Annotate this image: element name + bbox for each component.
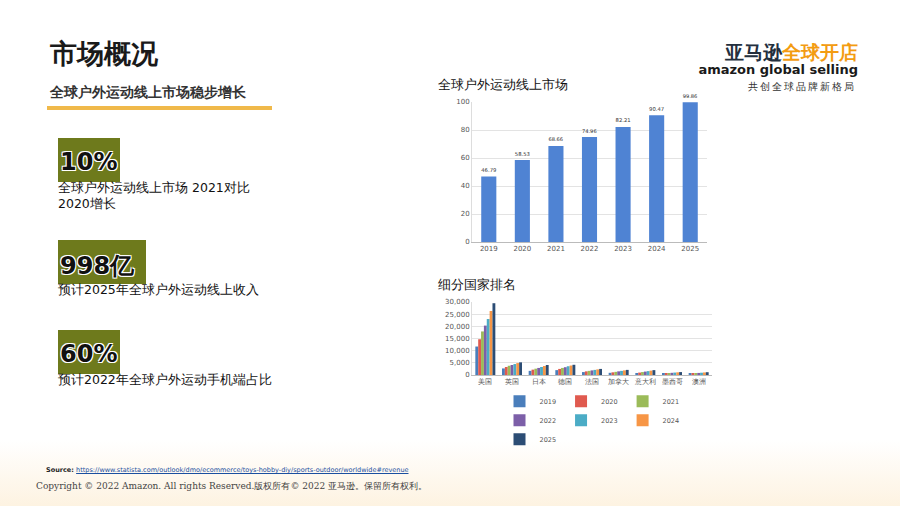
svg-text:80: 80 [461, 126, 470, 134]
svg-text:2022: 2022 [581, 245, 599, 253]
svg-text:2020: 2020 [601, 398, 618, 406]
html-text:全球户外运动线上市场稳步增长: 全球户外运动线上市场稳步增长 [50, 84, 246, 100]
html-text:amazon global selling: amazon global selling [698, 62, 858, 77]
html-text:998亿: 998亿 [60, 252, 135, 280]
html-text:共创全球品牌新格局: 共创全球品牌新格局 [748, 81, 856, 92]
svg-text:日本: 日本 [532, 378, 546, 386]
svg-text:99.86: 99.86 [683, 93, 698, 99]
svg-text:2025: 2025 [681, 245, 699, 253]
svg-text:74.96: 74.96 [582, 128, 597, 134]
svg-text:5,000: 5,000 [450, 359, 470, 367]
svg-text:10,000: 10,000 [445, 347, 470, 355]
svg-text:细分国家排名: 细分国家排名 [438, 277, 516, 292]
svg-text:2025: 2025 [540, 436, 557, 444]
svg-text:全球户外运动线上市场: 全球户外运动线上市场 [438, 77, 568, 92]
svg-text:2024: 2024 [663, 417, 680, 425]
svg-text:2024: 2024 [648, 245, 666, 253]
svg-text:加拿大: 加拿大 [608, 378, 629, 386]
html-text:Copyright © 2022 Amazon. All r: Copyright © 2022 Amazon. All rights Rese… [36, 481, 427, 491]
svg-text:英国: 英国 [505, 378, 519, 386]
svg-text:15,000: 15,000 [445, 335, 470, 343]
svg-text:2023: 2023 [601, 417, 618, 425]
svg-text:2019: 2019 [480, 245, 498, 253]
svg-text:意大利: 意大利 [634, 378, 656, 386]
svg-text:2021: 2021 [547, 245, 565, 253]
svg-text:25,000: 25,000 [445, 311, 470, 319]
svg-text:100: 100 [456, 98, 469, 106]
svg-text:墨西哥: 墨西哥 [662, 378, 683, 386]
html-text:60%: 60% [60, 340, 118, 368]
svg-text:美国: 美国 [478, 378, 492, 386]
svg-text:60: 60 [461, 154, 470, 162]
svg-text:46.79: 46.79 [481, 167, 496, 173]
svg-text:澳洲: 澳洲 [692, 378, 706, 386]
html-text:Source: https://www.statista.c: Source: https://www.statista.com/outlook… [46, 466, 409, 474]
svg-text:40: 40 [461, 182, 470, 190]
svg-text:2021: 2021 [663, 398, 680, 406]
svg-text:0: 0 [465, 371, 469, 379]
svg-text:90.47: 90.47 [649, 106, 664, 112]
svg-text:30,000: 30,000 [445, 298, 470, 306]
html-text:亚马逊全球开店: 亚马逊全球开店 [725, 41, 858, 63]
svg-text:法国: 法国 [585, 378, 599, 386]
html-text:全球户外运动线上市场 2021对比2020增长: 全球户外运动线上市场 2021对比2020增长 [58, 180, 250, 211]
svg-text:82.21: 82.21 [616, 117, 631, 123]
svg-text:0: 0 [465, 238, 469, 246]
html-text:预计2022年全球户外运动手机端占比: 预计2022年全球户外运动手机端占比 [58, 372, 272, 387]
svg-text:68.66: 68.66 [548, 136, 563, 142]
svg-text:2023: 2023 [614, 245, 632, 253]
svg-text:58.53: 58.53 [515, 151, 530, 157]
html-text:10%: 10% [60, 148, 118, 176]
html-text:预计2025年全球户外运动线上收入: 预计2025年全球户外运动线上收入 [58, 282, 259, 297]
svg-text:20,000: 20,000 [445, 323, 470, 331]
svg-text:2020: 2020 [513, 245, 531, 253]
svg-text:德国: 德国 [558, 378, 572, 386]
svg-text:2022: 2022 [540, 417, 557, 425]
svg-text:2019: 2019 [540, 398, 557, 406]
html-text:市场概况: 市场概况 [50, 38, 158, 69]
svg-text:20: 20 [461, 210, 470, 218]
